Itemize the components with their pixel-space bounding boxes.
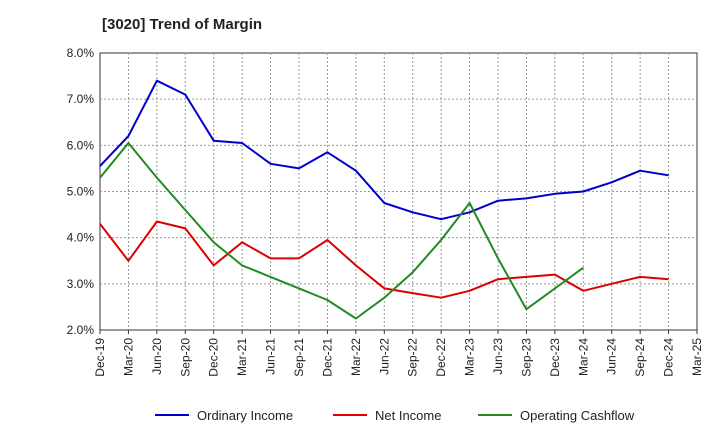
x-tick-label: Jun-23 <box>491 338 505 375</box>
y-tick-label: 3.0% <box>67 277 95 291</box>
y-tick-label: 7.0% <box>67 92 95 106</box>
ordinary-income-line <box>99 79 669 221</box>
operating-cashflow-line <box>99 142 584 320</box>
x-tick-label: Sep-20 <box>178 338 192 377</box>
legend-item-operating-cashflow: Operating Cashflow <box>478 404 634 426</box>
x-tick-label: Mar-21 <box>235 338 249 376</box>
x-tick-label: Sep-23 <box>519 338 533 377</box>
x-tick-label: Dec-20 <box>207 338 221 377</box>
x-tick-label: Dec-23 <box>548 338 562 377</box>
x-tick-label: Jun-22 <box>377 338 391 375</box>
x-tick-label: Mar-25 <box>690 338 704 376</box>
net-income-line <box>99 220 669 299</box>
y-tick-label: 8.0% <box>67 46 95 60</box>
legend-swatch-operating-cashflow <box>478 414 512 416</box>
legend-label-operating-cashflow: Operating Cashflow <box>520 407 635 423</box>
y-tick-label: 6.0% <box>67 138 95 152</box>
x-tick-label: Jun-21 <box>264 338 278 375</box>
x-tick-label: Mar-23 <box>463 338 477 376</box>
x-tick-label: Dec-19 <box>93 338 107 377</box>
x-tick-label: Dec-24 <box>662 338 676 377</box>
x-tick-label: Sep-22 <box>406 338 420 377</box>
legend-label-net-income: Net Income <box>375 407 442 423</box>
legend-item-ordinary-income: Ordinary Income <box>155 404 293 426</box>
y-tick-label: 5.0% <box>67 185 95 199</box>
legend-item-net-income: Net Income <box>333 404 441 426</box>
legend-swatch-net-income <box>333 414 367 416</box>
x-tick-label: Mar-22 <box>349 338 363 376</box>
x-tick-label: Mar-24 <box>576 338 590 376</box>
x-tick-label: Jun-20 <box>150 338 164 375</box>
x-tick-label: Mar-20 <box>121 338 135 376</box>
x-tick-label: Dec-21 <box>320 338 334 377</box>
y-tick-label: 4.0% <box>67 231 95 245</box>
x-tick-label: Jun-24 <box>605 338 619 375</box>
chart-title: [3020] Trend of Margin <box>102 16 263 33</box>
x-tick-label: Sep-21 <box>292 338 306 377</box>
legend-label-ordinary-income: Ordinary Income <box>197 407 294 423</box>
x-tick-label: Sep-24 <box>633 338 647 377</box>
x-tick-label: Dec-22 <box>434 338 448 377</box>
legend-swatch-ordinary-income <box>155 414 189 416</box>
chart-legend: Ordinary Income Net Income Operating Cashf… <box>0 404 720 426</box>
y-tick-label: 2.0% <box>67 323 95 337</box>
